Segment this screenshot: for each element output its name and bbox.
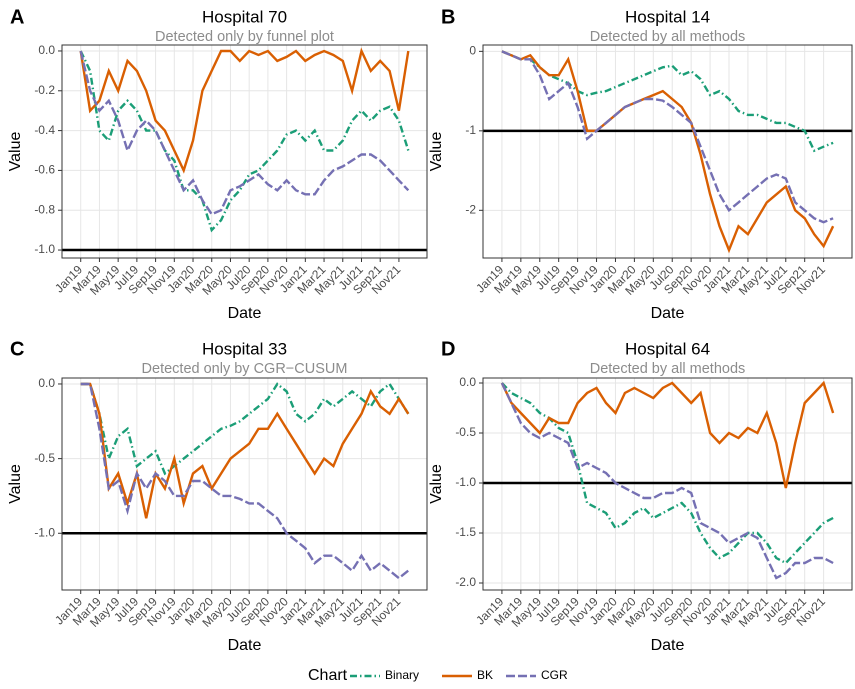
y-tick-label: -0.8 <box>34 202 55 216</box>
y-tick-label: 0.0 <box>38 43 55 57</box>
chart-subtitle: Detected only by CGR−CUSUM <box>142 361 348 377</box>
plot-border <box>482 377 853 591</box>
series-line <box>501 50 834 224</box>
series-line <box>80 382 410 476</box>
panel-label: D <box>441 338 455 360</box>
y-tick-label: -1 <box>465 123 476 137</box>
legend-label: BK <box>477 668 493 682</box>
series-line <box>79 50 410 216</box>
y-axis-label: Value <box>428 132 445 172</box>
chart-title: Hospital 33 <box>202 339 287 358</box>
chart-title: Hospital 64 <box>625 339 710 358</box>
y-tick-label: 0.0 <box>459 375 476 389</box>
y-axis-label: Value <box>7 464 24 504</box>
x-axis-label: Date <box>651 637 685 654</box>
y-tick-label: 0.0 <box>38 376 55 390</box>
y-tick-label: -2.0 <box>455 575 476 589</box>
chart-title: Hospital 14 <box>625 7 710 26</box>
x-axis-label: Date <box>228 637 262 654</box>
y-tick-label: -1.5 <box>455 525 476 539</box>
y-tick-label: -0.5 <box>455 425 476 439</box>
chart-title: Hospital 70 <box>202 7 287 26</box>
series-line <box>80 382 410 580</box>
chart-subtitle: Detected only by funnel plot <box>155 29 334 45</box>
series-line <box>79 50 410 233</box>
series-line <box>501 50 834 153</box>
y-tick-label: -0.4 <box>34 123 55 137</box>
series-line <box>79 47 410 174</box>
series-line <box>500 380 835 489</box>
y-tick-label: -0.5 <box>34 451 55 465</box>
y-tick-label: -0.2 <box>34 83 55 97</box>
series-line <box>500 382 834 580</box>
y-tick-label: -0.6 <box>34 163 55 177</box>
plot-border <box>482 44 853 259</box>
y-tick-label: 0 <box>469 44 476 58</box>
chart-subtitle: Detected by all methods <box>590 361 746 377</box>
plot-border <box>61 377 428 591</box>
series-line <box>501 382 834 565</box>
legend-label: CGR <box>541 668 568 682</box>
y-axis-label: Value <box>7 132 24 172</box>
y-tick-label: -1.0 <box>34 525 55 539</box>
x-axis-label: Date <box>651 305 685 322</box>
plot-border <box>61 44 428 259</box>
legend-title: Chart <box>308 667 348 684</box>
y-tick-label: -1.0 <box>455 475 476 489</box>
legend-label: Binary <box>385 668 419 682</box>
x-axis-label: Date <box>228 305 262 322</box>
chart-subtitle: Detected by all methods <box>590 29 746 45</box>
panel-label: A <box>10 6 24 28</box>
y-tick-label: -2 <box>465 202 476 216</box>
series-line <box>501 50 835 254</box>
panel-label: B <box>441 6 455 28</box>
y-axis-label: Value <box>428 464 445 504</box>
panel-label: C <box>10 338 24 360</box>
y-tick-label: -1.0 <box>34 242 55 256</box>
